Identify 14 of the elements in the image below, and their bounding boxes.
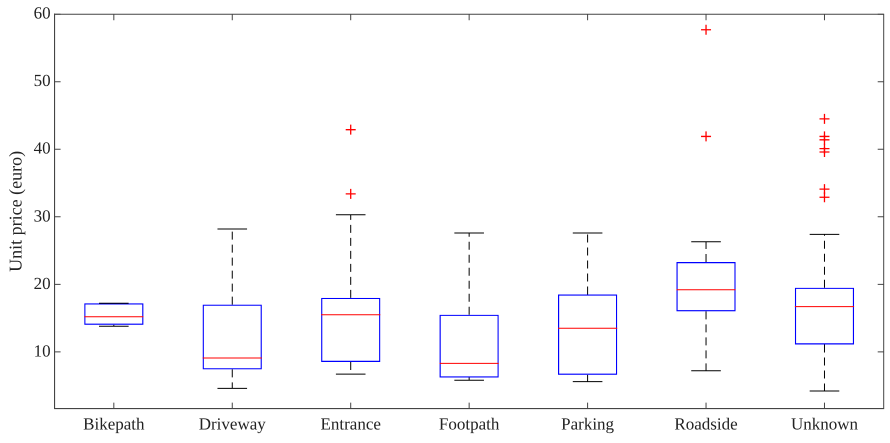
y-tick-label: 20 — [34, 274, 51, 293]
x-tick-label: Footpath — [438, 414, 500, 434]
x-tick-label: Driveway — [198, 414, 266, 434]
y-tick-label: 40 — [34, 138, 51, 158]
y-axis-title: Unit price (euro) — [6, 150, 26, 272]
y-tick-label: 50 — [34, 71, 51, 90]
x-tick-label: Entrance — [320, 414, 381, 434]
x-tick-label: Roadside — [674, 414, 738, 434]
y-tick-label: 30 — [34, 206, 51, 226]
y-tick-label: 10 — [34, 341, 51, 360]
x-tick-label: Unknown — [790, 414, 858, 434]
x-tick-label: Bikepath — [83, 414, 145, 434]
x-tick-label: Parking — [561, 414, 615, 434]
y-tick-label: 60 — [34, 4, 51, 23]
